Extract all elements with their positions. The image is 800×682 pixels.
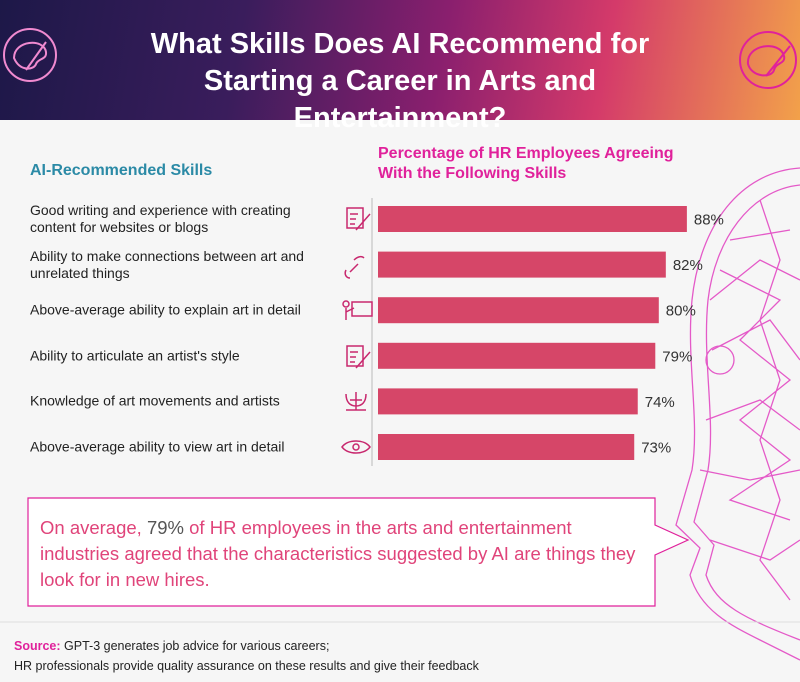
callout-text: On average, 79% of HR employees in the a… — [40, 515, 650, 593]
source-label: Source: — [14, 639, 61, 653]
source-text: HR professionals provide quality assuran… — [14, 659, 479, 673]
value-label: 73% — [641, 440, 671, 457]
value-label: 88% — [694, 212, 724, 229]
callout-box — [27, 497, 690, 607]
category-label: Above-average ability to explain art in … — [30, 301, 301, 318]
value-label: 74% — [645, 394, 675, 411]
value-label: 82% — [673, 257, 703, 274]
bar — [378, 342, 656, 369]
value-label: 80% — [666, 303, 696, 320]
bar — [378, 251, 666, 278]
category-label: Above-average ability to view art in det… — [30, 438, 285, 455]
title: What Skills Does AI Recommend for Starti… — [150, 28, 650, 134]
face-decoration — [675, 167, 800, 661]
row-icons — [341, 207, 373, 454]
callout-text: of HR employees in the arts and entertai… — [40, 517, 636, 590]
bar — [378, 434, 635, 460]
category-label: Good writing and experience with creatin… — [30, 202, 291, 235]
category-label: Ability to articulate an artist's style — [30, 347, 240, 364]
category-label: Knowledge of art movements and artists — [30, 392, 280, 409]
palette-icon — [3, 28, 57, 82]
bar — [378, 388, 638, 415]
value-label: 79% — [662, 348, 692, 365]
column-heading: Percentage of HR Employees Agreeing With… — [378, 145, 674, 182]
category-label: Ability to make connections between art … — [30, 247, 304, 281]
callout-text: On average, — [40, 517, 142, 538]
palette-icon — [739, 31, 797, 89]
bar — [378, 206, 687, 232]
source: Source: GPT-3 generates job advice for v… — [14, 636, 479, 676]
bar — [378, 297, 659, 324]
source-text: GPT-3 generates job advice for various c… — [64, 639, 330, 653]
callout-highlight: 79% — [146, 517, 184, 538]
header-band — [0, 0, 800, 120]
column-heading: AI-Recommended Skills — [30, 162, 213, 179]
